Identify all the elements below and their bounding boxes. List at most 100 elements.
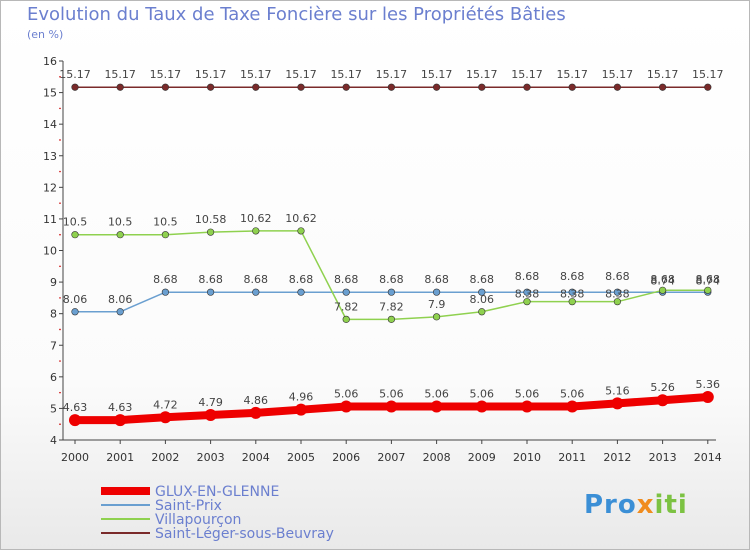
data-point [340,400,353,413]
y-minor-tick [59,107,61,110]
y-minor-tick [59,265,61,268]
data-label: 8.06 [108,293,133,306]
data-point [116,83,124,91]
y-minor-tick [59,202,61,204]
data-point [523,288,531,296]
data-label: 8.68 [289,273,314,286]
data-label: 4.63 [63,401,88,414]
logo-part-1: Pro [584,490,637,520]
data-point [297,227,305,235]
data-point [207,288,215,296]
data-point [523,83,531,91]
data-label: 8.68 [560,270,585,283]
x-tick-label: 2004 [242,451,270,464]
data-point [161,288,169,296]
data-label: 7.82 [379,300,404,313]
proxiti-logo: Proxiti [584,490,688,520]
data-label: 8.68 [244,273,269,286]
data-label: 15.17 [150,68,182,81]
x-tick-label: 2003 [197,451,225,464]
y-tick-label: 10 [43,245,57,258]
y-minor-tick [59,297,61,299]
data-point [71,231,79,239]
data-point [252,83,260,91]
data-label: 4.63 [108,401,133,414]
y-tick-label: 11 [43,213,57,226]
data-label: 8.06 [470,293,495,306]
data-point [297,288,305,296]
x-tick-label: 2011 [558,451,586,464]
data-label: 7.9 [428,298,446,311]
data-point [523,298,531,306]
data-label: 15.17 [421,68,453,81]
data-label: 5.36 [696,378,721,391]
data-label: 8.06 [63,293,88,306]
data-label: 8.68 [198,273,223,286]
data-point [252,227,260,235]
y-tick-label: 4 [50,434,57,447]
x-tick-label: 2000 [61,451,89,464]
data-point [71,83,79,91]
data-point [69,414,81,427]
data-label: 8.38 [560,288,585,301]
data-point [521,400,533,413]
data-label: 15.17 [556,68,588,81]
data-label: 15.17 [511,68,543,81]
y-tick-label: 16 [43,55,57,68]
y-minor-tick [59,170,61,173]
y-tick-label: 15 [43,87,57,100]
data-point [433,288,441,296]
data-label: 10.58 [195,213,227,226]
data-point [116,308,124,316]
y-tick-label: 8 [50,308,57,321]
data-label: 15.17 [692,68,724,81]
data-label: 4.79 [198,396,223,409]
data-point [430,400,443,413]
data-label: 10.5 [153,216,178,229]
data-label: 15.17 [466,68,498,81]
data-label: 10.62 [240,212,272,225]
data-point [478,288,486,296]
data-point [433,313,441,321]
data-label: 4.86 [244,394,269,407]
data-label: 15.17 [59,68,91,81]
data-label: 15.17 [104,68,136,81]
data-point [478,308,486,316]
data-label: 8.68 [470,273,495,286]
y-minor-tick [59,391,61,394]
data-point [475,400,488,413]
x-tick-label: 2012 [603,451,631,464]
data-point [568,83,576,91]
data-point [114,414,127,427]
data-label: 10.5 [108,216,133,229]
y-minor-tick [59,328,61,331]
data-label: 10.62 [285,212,317,225]
legend-label: Saint-Prix [155,498,222,514]
data-point [611,397,624,410]
data-point [161,83,169,91]
data-point [387,315,396,323]
data-point [161,231,169,239]
x-tick-label: 2014 [694,451,722,464]
data-label: 4.72 [153,398,178,411]
data-label: 8.68 [605,270,630,283]
data-point [387,83,396,91]
y-minor-tick [59,360,61,362]
y-axis-unit: (en %) [27,28,64,41]
data-point [568,298,576,306]
data-point [295,403,307,416]
data-point [701,391,714,404]
legend-label: Saint-Léger-sous-Beuvray [155,526,334,542]
data-point [613,83,622,91]
data-label: 5.06 [470,388,495,401]
data-point [566,400,579,413]
data-label: 8.74 [696,274,721,287]
data-point [613,298,622,306]
y-tick-label: 6 [50,371,57,384]
x-tick-label: 2001 [106,451,134,464]
y-tick-label: 12 [43,181,57,194]
data-label: 8.38 [605,288,630,301]
x-tick-label: 2008 [423,451,451,464]
data-label: 8.68 [424,273,449,286]
